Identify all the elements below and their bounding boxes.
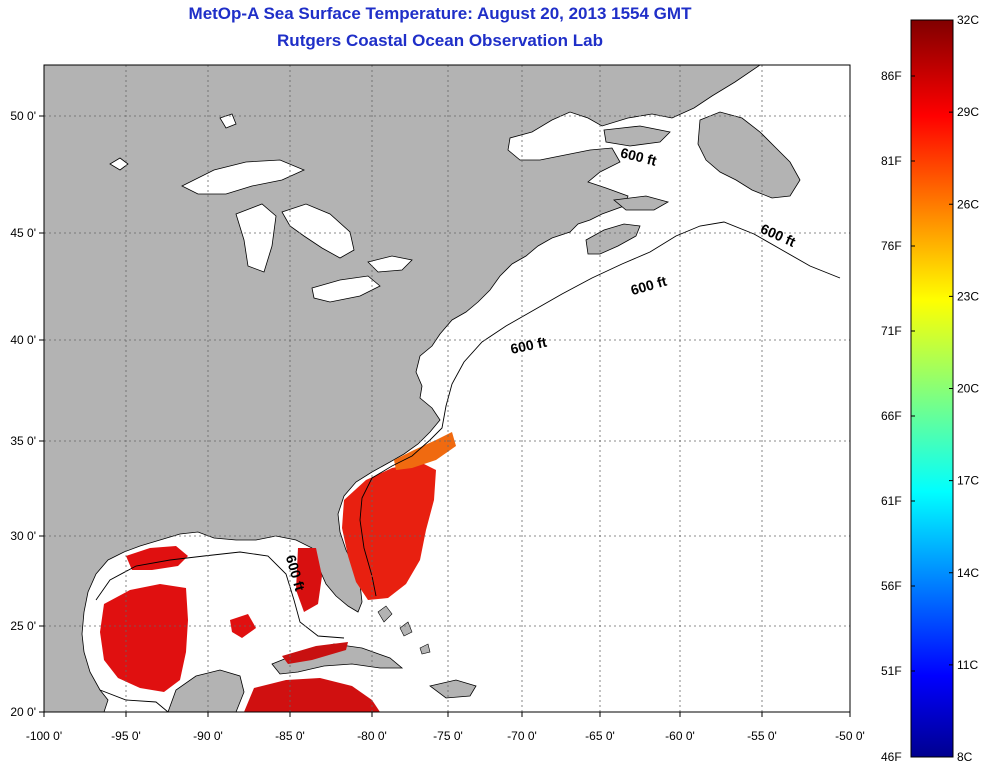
- colorbar-label-f: 61F: [881, 494, 902, 508]
- colorbar-label-f: 81F: [881, 154, 902, 168]
- colorbar-label-c: 14C: [957, 566, 979, 580]
- sst-gulf-central-patch: [230, 614, 256, 638]
- x-tick-label: -75 0': [433, 729, 463, 743]
- north-america-land: [44, 65, 761, 712]
- y-tick-label: 45 0': [10, 226, 36, 240]
- x-tick-label: -70 0': [507, 729, 537, 743]
- map-frame: [43, 64, 851, 713]
- bahamas-islands: [377, 605, 431, 655]
- colorbar-label-c: 26C: [957, 197, 979, 211]
- x-tick-label: -100 0': [26, 729, 62, 743]
- x-tick-label: -65 0': [585, 729, 615, 743]
- y-tick-label: 30 0': [10, 529, 36, 543]
- colorbar-label-f: 71F: [881, 324, 902, 338]
- sst-florida-west: [296, 548, 322, 612]
- colorbar-label-f: 51F: [881, 664, 902, 678]
- sst-atlantic-southeast: [342, 462, 436, 600]
- x-tick-label: -80 0': [357, 729, 387, 743]
- colorbar-label-c: 32C: [957, 13, 979, 27]
- sst-cuba-north: [282, 642, 348, 664]
- colorbar-label-f: 56F: [881, 579, 902, 593]
- sst-gulf-north: [126, 546, 188, 570]
- colorbar-label-c: 23C: [957, 289, 979, 303]
- x-tick-label: -85 0': [275, 729, 305, 743]
- colorbar-label-f: 66F: [881, 409, 902, 423]
- x-tick-label: -90 0': [193, 729, 223, 743]
- colorbar-label-f: 86F: [881, 69, 902, 83]
- x-tick-label: -95 0': [111, 729, 141, 743]
- x-tick-label: -55 0': [747, 729, 777, 743]
- yucatan-land: [167, 669, 245, 712]
- y-tick-label: 25 0': [10, 619, 36, 633]
- colorbar-label-f: 46F: [881, 750, 902, 764]
- newfoundland-land: [697, 111, 801, 199]
- map-panel: [44, 65, 850, 712]
- x-tick-label: -60 0': [665, 729, 695, 743]
- sst-observations: [100, 432, 456, 712]
- colorbar-label-c: 29C: [957, 105, 979, 119]
- sst-hatteras-band: [394, 432, 456, 470]
- longitude-axis: -100 0' -95 0' -90 0' -85 0' -80 0' -75 0' -70…: [26, 712, 865, 743]
- y-tick-label: 50 0': [10, 109, 36, 123]
- y-tick-label: 20 0': [10, 705, 36, 719]
- colorbar-label-c: 8C: [957, 750, 973, 764]
- latitude-axis: 50 0' 45 0' 40 0' 35 0' 30 0' 25 0' 20 0': [10, 109, 44, 719]
- map-subtitle: Rutgers Coastal Ocean Observation Lab: [277, 31, 603, 50]
- y-tick-label: 35 0': [10, 434, 36, 448]
- graticule-grid: [44, 65, 850, 712]
- great-lakes: [109, 113, 413, 303]
- isobath-600ft-gulf-south: [99, 689, 169, 712]
- isobath-600ft-gulf: [95, 551, 345, 639]
- colorbar: 32C 29C 26C 23C 20C 17C 14C 11C 8C 86F 81F 76F 71F 66…: [881, 13, 979, 764]
- nova-scotia-land: [585, 223, 641, 255]
- colorbar-label-f: 76F: [881, 239, 902, 253]
- isobath-label: 600 ft: [509, 334, 548, 357]
- colorbar-labels: 32C 29C 26C 23C 20C 17C 14C 11C 8C 86F 81F 76F 71F 66…: [881, 13, 979, 764]
- y-tick-label: 40 0': [10, 333, 36, 347]
- map-title: MetOp-A Sea Surface Temperature: August …: [188, 4, 692, 23]
- prince-edward-island: [613, 195, 670, 211]
- x-tick-label: -50 0': [835, 729, 865, 743]
- sst-caribbean: [244, 678, 380, 712]
- sst-gulf-west: [100, 584, 188, 692]
- hispaniola-land: [429, 679, 477, 699]
- colorbar-label-c: 20C: [957, 382, 979, 396]
- colorbar-gradient: [910, 19, 954, 758]
- isobath-600ft: [359, 221, 841, 597]
- gulf-st-lawrence-island: [603, 125, 671, 147]
- colorbar-label-c: 11C: [957, 658, 978, 672]
- colorbar-label-c: 17C: [957, 474, 979, 488]
